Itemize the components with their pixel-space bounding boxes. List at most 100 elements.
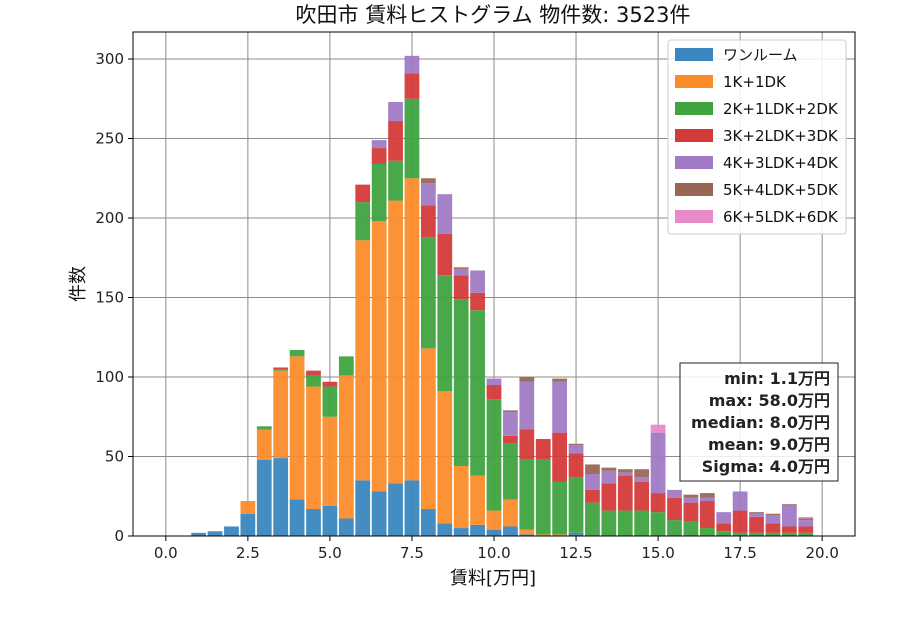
bar-5-19 (781, 505, 797, 527)
bar-1-4 (289, 499, 305, 536)
legend-label: 4K+3LDK+4DK (723, 154, 839, 172)
legend-swatch (675, 129, 713, 142)
bar-3-4 (289, 349, 305, 357)
bar-1-3 (256, 459, 272, 536)
y-tick-label: 300 (95, 50, 124, 68)
legend-label: ワンルーム (723, 46, 798, 64)
bar-5-12.5 (568, 445, 584, 454)
bar-3-3 (256, 426, 272, 430)
bar-1-4.5 (306, 508, 321, 536)
bar-5-10.5 (503, 411, 518, 436)
x-tick-label: 15.0 (641, 544, 674, 562)
bar-5-9.5 (470, 270, 485, 293)
bar-3-17.5 (732, 532, 748, 536)
bar-6-16.5 (699, 493, 715, 498)
bar-4-6 (355, 184, 371, 203)
bar-5-19.5 (798, 520, 814, 527)
stats-sigma: Sigma: 4.0万円 (702, 457, 830, 476)
bar-3-8 (420, 237, 436, 349)
bar-3-14.5 (634, 510, 650, 536)
bar-2-8 (420, 348, 436, 509)
legend-label: 3K+2LDK+3DK (723, 127, 839, 145)
bar-6-9 (453, 267, 469, 269)
bar-3-11 (519, 459, 535, 530)
bar-3-16 (683, 521, 699, 536)
bar-5-18.5 (765, 515, 781, 524)
chart-title: 吹田市 賃料ヒストグラム 物件数: 3523件 (296, 3, 691, 27)
bar-3-15 (650, 512, 666, 536)
bar-2-6 (355, 240, 371, 481)
bar-5-17 (716, 512, 732, 524)
y-tick-label: 250 (95, 130, 124, 148)
bar-4-5 (322, 381, 338, 387)
legend: ワンルーム 1K+1DK 2K+1LDK+2DK 3K+2LDK+3DK 4K+3LDK… (667, 39, 847, 235)
bar-4-17 (716, 523, 732, 532)
bar-5-9 (453, 268, 469, 276)
bar-4-18 (749, 516, 764, 533)
bar-4-10.5 (503, 435, 518, 444)
bar-4-13 (585, 489, 600, 503)
bar-6-14 (617, 469, 633, 473)
bar-3-13 (585, 502, 600, 536)
bar-5-15.5 (667, 489, 682, 498)
bar-3-14 (617, 510, 633, 536)
bar-3-8.5 (437, 275, 453, 392)
bar-2-10 (486, 510, 502, 530)
bar-3-9 (453, 299, 469, 467)
bar-3-9.5 (470, 310, 485, 476)
bar-6-12 (552, 378, 568, 382)
bar-5-13.5 (601, 470, 617, 484)
legend-swatch (675, 156, 713, 169)
bar-6-19.5 (798, 518, 814, 521)
bar-3-5.5 (338, 356, 354, 376)
bar-2-5 (322, 416, 338, 506)
bar-6-16 (683, 494, 699, 498)
bar-4-6.5 (371, 148, 387, 164)
legend-swatch (675, 183, 713, 196)
bar-3-12.5 (568, 477, 584, 533)
bar-2-9.5 (470, 475, 485, 525)
bar-6-13.5 (601, 467, 617, 471)
x-tick-label: 20.0 (805, 544, 838, 562)
y-tick-label: 0 (114, 527, 124, 545)
bar-3-12 (552, 481, 568, 535)
bar-3-18.5 (765, 532, 781, 536)
bar-4-10 (486, 384, 502, 400)
bar-1-8 (420, 508, 436, 536)
bar-1-6 (355, 480, 371, 536)
legend-label: 2K+1LDK+2DK (723, 100, 839, 118)
bar-4-8.5 (437, 233, 453, 276)
bar-5-17.5 (732, 491, 748, 511)
bar-4-7 (388, 121, 403, 161)
bar-5-6.5 (371, 140, 387, 149)
bar-3-15.5 (667, 520, 682, 536)
x-tick-label: 12.5 (559, 544, 592, 562)
bar-1-5 (322, 505, 338, 536)
bar-5-14 (617, 472, 633, 476)
bar-4-7.5 (404, 73, 420, 99)
x-tick-label: 0.0 (154, 544, 178, 562)
stats-min: min: 1.1万円 (724, 369, 830, 388)
bar-5-8.5 (437, 194, 453, 234)
bar-5-14.5 (634, 477, 650, 482)
bar-6-10.5 (503, 410, 518, 412)
bar-4-12.5 (568, 453, 584, 478)
bar-4-18.5 (765, 523, 781, 533)
y-tick-label: 50 (105, 448, 124, 466)
bar-5-15 (650, 432, 666, 494)
legend-swatch (675, 210, 713, 223)
y-tick-label: 150 (95, 289, 124, 307)
bar-3-10.5 (503, 443, 518, 500)
bar-5-7.5 (404, 55, 420, 74)
bar-1-6.5 (371, 491, 387, 536)
legend-label: 1K+1DK (723, 73, 787, 91)
bar-2-12 (552, 534, 568, 536)
bar-1-9 (453, 528, 469, 536)
bar-2-11.5 (535, 534, 551, 536)
bar-2-3 (256, 429, 272, 460)
bar-6-14.5 (634, 469, 650, 478)
bar-3-7.5 (404, 98, 420, 179)
bar-5-7 (388, 101, 403, 122)
stats-median: median: 8.0万円 (691, 413, 830, 432)
bar-2-9 (453, 466, 469, 529)
